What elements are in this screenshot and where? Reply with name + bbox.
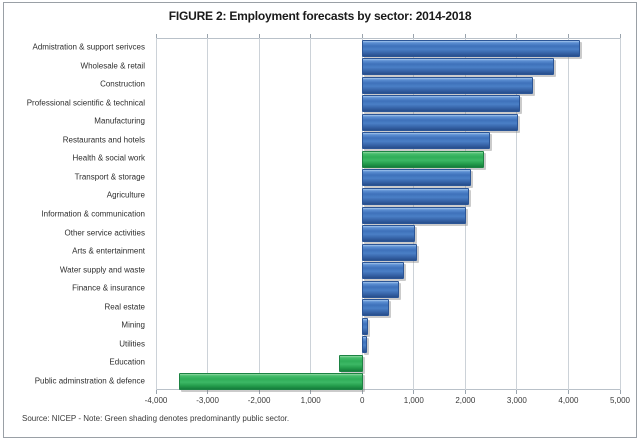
axis-tick-bottom — [619, 390, 621, 394]
axis-tick-bottom — [207, 390, 209, 394]
x-tick-label: 5,000 — [609, 396, 631, 405]
category-label-water-supply-and-waste: Water supply and waste — [59, 265, 145, 275]
axis-tick-bottom — [516, 390, 518, 394]
axis-tick-bottom — [567, 390, 569, 394]
axis-tick-top — [413, 34, 415, 38]
category-label-utilities: Utilities — [119, 339, 145, 349]
category-label-wholesale-retail: Wholesale & retail — [80, 61, 145, 71]
bar-mining — [362, 317, 369, 335]
axis-tick-bottom — [413, 390, 415, 394]
axis-tick-top — [619, 34, 621, 38]
x-tick-label: -4,000 — [144, 396, 168, 405]
category-label-health-social-work: Health & social work — [72, 153, 145, 163]
x-axis-line — [156, 389, 620, 390]
bar-utilities — [362, 336, 368, 354]
bar-other-service-activities — [362, 225, 415, 243]
gridline — [258, 38, 260, 390]
bar-construction — [362, 76, 534, 94]
x-tick-label: 2,000 — [455, 396, 476, 405]
figure-title: FIGURE 2: Employment forecasts by sector… — [168, 9, 472, 23]
category-label-public-adminstration-defence: Public adminstration & defence — [34, 376, 145, 386]
category-label-mining: Mining — [121, 320, 145, 330]
bar-admistration-support-serivces — [362, 39, 580, 57]
category-label-transport-storage: Transport & storage — [74, 172, 145, 182]
category-label-restaurants-and-hotels: Restaurants and hotels — [62, 135, 145, 145]
category-label-manufacturing: Manufacturing — [94, 116, 145, 126]
bar-health-social-work — [362, 150, 485, 168]
bar-manufacturing — [362, 113, 518, 131]
bar-real-estate — [362, 299, 389, 317]
axis-tick-bottom — [258, 390, 260, 394]
figure-border — [3, 2, 637, 438]
axis-tick-bottom — [155, 390, 157, 394]
bar-information-communication — [362, 206, 467, 224]
axis-tick-bottom — [464, 390, 466, 394]
bar-transport-storage — [362, 169, 472, 187]
axis-tick-bottom — [361, 390, 363, 394]
axis-tick-bottom — [310, 390, 312, 394]
category-label-education: Education — [109, 357, 145, 367]
axis-tick-top — [155, 34, 157, 38]
x-tick-label: -3,000 — [196, 396, 219, 405]
bar-water-supply-and-waste — [362, 262, 405, 280]
plot-top-edge — [156, 38, 620, 39]
category-label-professional-scientific-technical: Professional scientific & technical — [26, 98, 145, 108]
gridline — [155, 38, 157, 390]
gridline — [310, 38, 312, 390]
bar-professional-scientific-technical — [362, 95, 521, 113]
bar-restaurants-and-hotels — [362, 132, 490, 150]
axis-tick-top — [464, 34, 466, 38]
axis-tick-top — [516, 34, 518, 38]
axis-tick-top — [567, 34, 569, 38]
axis-tick-top — [207, 34, 209, 38]
gridline — [516, 38, 518, 390]
category-label-admistration-support-serivces: Admistration & support serivces — [32, 42, 146, 52]
category-label-information-communication: Information & communication — [41, 209, 145, 219]
bar-public-adminstration-defence — [179, 373, 364, 391]
bar-wholesale-retail — [362, 58, 554, 76]
source-note: Source: NICEP - Note: Green shading deno… — [22, 414, 290, 423]
x-tick-label: 0 — [359, 396, 365, 405]
axis-tick-top — [361, 34, 363, 38]
bar-agriculture — [362, 187, 469, 205]
category-label-other-service-activities: Other service activities — [64, 228, 145, 238]
bar-education — [339, 354, 364, 372]
category-label-construction: Construction — [100, 79, 145, 89]
axis-tick-top — [310, 34, 312, 38]
category-label-finance-insurance: Finance & insurance — [72, 283, 145, 293]
plot-area: -4,000 -3,000 -2,000 1,000 0 1,000 2,000 3,000 4… — [145, 34, 630, 405]
x-tick-label: 1,000 — [300, 396, 321, 405]
axis-tick-top — [258, 34, 260, 38]
gridline — [619, 38, 621, 390]
x-tick-label: 3,000 — [506, 396, 527, 405]
gridline — [567, 38, 569, 390]
category-label-real-estate: Real estate — [104, 302, 145, 312]
bar-arts-entertainment — [362, 243, 418, 261]
bar-finance-insurance — [362, 280, 400, 298]
category-label-arts-entertainment: Arts & entertainment — [72, 246, 145, 256]
x-tick-label: 4,000 — [558, 396, 579, 405]
x-tick-label: 1,000 — [403, 396, 424, 405]
category-label-agriculture: Agriculture — [106, 190, 145, 200]
x-tick-label: -2,000 — [247, 396, 271, 405]
y-axis-labels: Admistration & support serivces Wholesale… — [0, 38, 150, 390]
gridline — [207, 38, 209, 390]
